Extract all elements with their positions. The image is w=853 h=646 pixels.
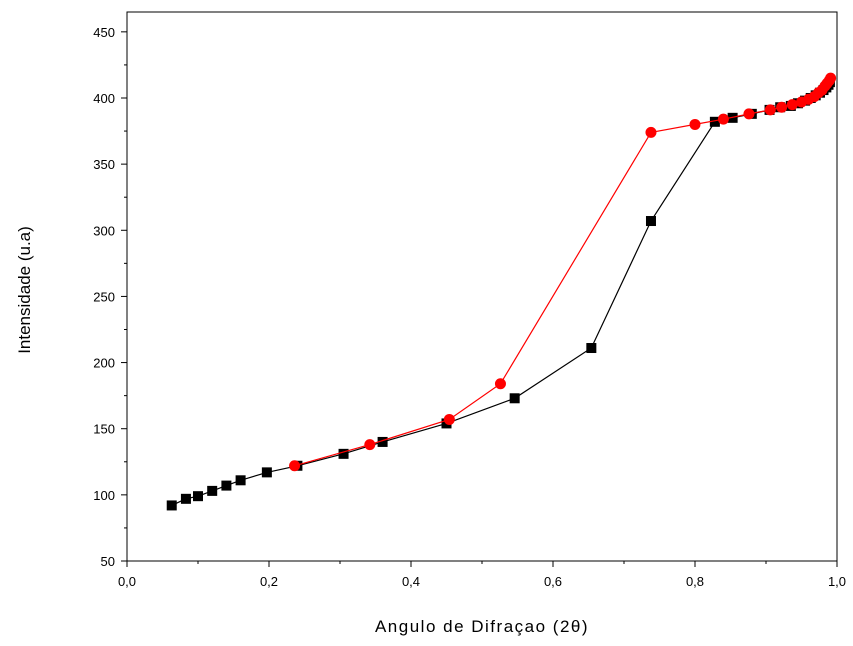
series-line — [294, 77, 832, 467]
data-point — [235, 475, 246, 486]
y-tick-label: 400 — [93, 91, 115, 106]
series-line — [171, 81, 831, 506]
data-point — [825, 72, 837, 84]
y-tick-label: 200 — [93, 356, 115, 371]
data-point — [786, 99, 798, 111]
data-point — [289, 460, 301, 472]
series-1 — [166, 77, 835, 511]
x-tick-label: 0,6 — [544, 574, 562, 589]
y-tick-label: 350 — [93, 157, 115, 172]
x-tick-label: 0,2 — [260, 574, 278, 589]
data-point — [743, 108, 755, 120]
data-point — [776, 101, 788, 113]
data-point — [261, 467, 272, 478]
data-point — [586, 343, 597, 354]
data-point — [645, 216, 656, 227]
y-tick-label: 100 — [93, 488, 115, 503]
plot-frame — [126, 11, 838, 562]
data-point — [443, 413, 455, 425]
x-tick-label: 0,8 — [686, 574, 704, 589]
data-point — [180, 493, 191, 504]
x-tick-label: 1,0 — [828, 574, 846, 589]
x-tick-label: 0,4 — [402, 574, 420, 589]
data-point — [364, 439, 376, 451]
data-point — [509, 393, 520, 404]
data-series — [166, 72, 837, 511]
data-point — [494, 378, 506, 390]
data-point — [338, 448, 349, 459]
y-tick-label: 450 — [93, 25, 115, 40]
data-point — [221, 480, 232, 491]
data-point — [764, 104, 776, 116]
data-point — [709, 116, 720, 127]
data-point — [166, 500, 177, 511]
data-point — [717, 113, 729, 125]
y-tick-label: 300 — [93, 223, 115, 238]
data-point — [207, 485, 218, 496]
x-axis-title: Angulo de Difraçao (2θ) — [375, 617, 589, 636]
axis-ticks: 0,0 0,2 0,4 0,6 0,8 1,0 50 100 150 200 250 300 350 40… — [93, 25, 846, 589]
y-tick-label: 250 — [93, 289, 115, 304]
y-axis-title: Intensidade (u.a) — [15, 226, 34, 354]
data-point — [689, 118, 701, 130]
x-tick-label: 0,0 — [118, 574, 136, 589]
data-point — [193, 491, 203, 502]
data-point — [377, 436, 388, 447]
series-2 — [289, 72, 837, 472]
plot-area-border — [126, 11, 838, 562]
y-tick-label: 50 — [101, 554, 115, 569]
data-point — [645, 126, 657, 138]
y-tick-label: 150 — [93, 422, 115, 437]
